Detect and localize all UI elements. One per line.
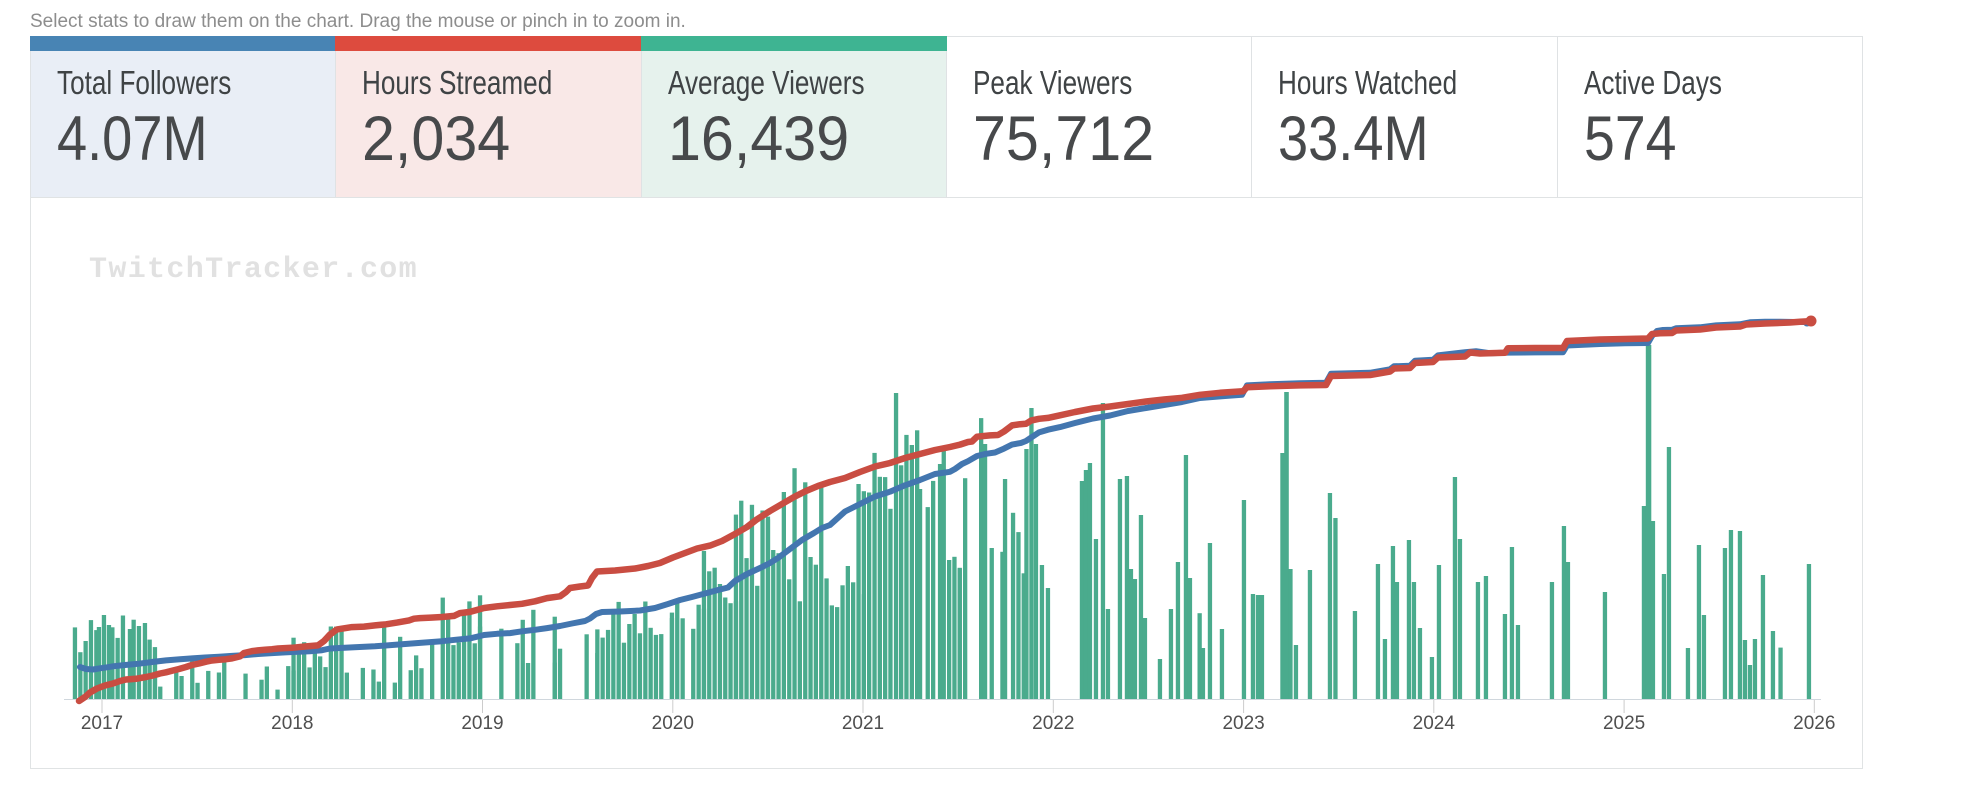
- svg-text:2017: 2017: [81, 713, 123, 734]
- svg-text:2025: 2025: [1603, 713, 1645, 734]
- svg-text:2022: 2022: [1032, 713, 1074, 734]
- svg-text:TwitchTracker.com: TwitchTracker.com: [89, 253, 418, 287]
- svg-text:2020: 2020: [652, 713, 694, 734]
- svg-text:2023: 2023: [1222, 713, 1264, 734]
- svg-text:2024: 2024: [1413, 713, 1456, 734]
- svg-text:2018: 2018: [271, 713, 313, 734]
- svg-text:2026: 2026: [1793, 713, 1835, 734]
- svg-text:2019: 2019: [461, 713, 503, 734]
- svg-text:2021: 2021: [842, 713, 884, 734]
